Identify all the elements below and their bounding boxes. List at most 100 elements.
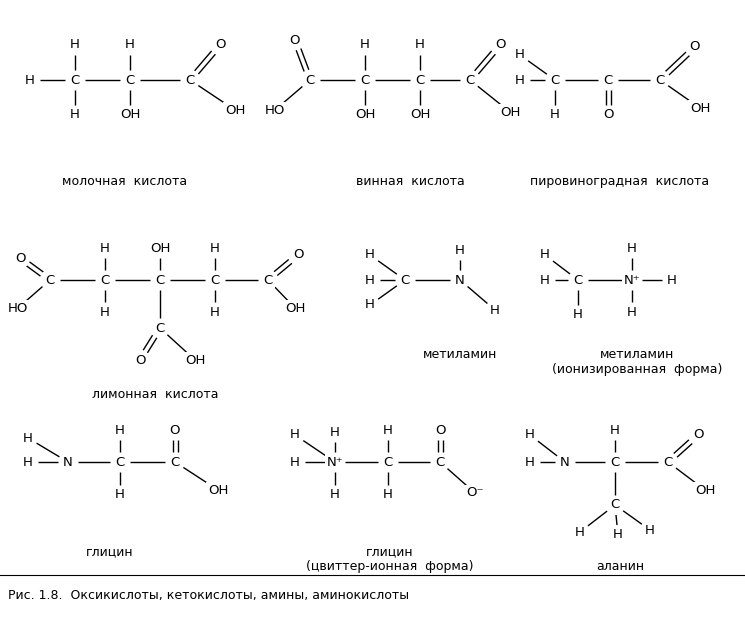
Text: H: H — [490, 303, 500, 316]
Text: H: H — [383, 489, 393, 502]
Text: H: H — [415, 39, 425, 52]
Text: H: H — [645, 524, 655, 537]
Text: глицин: глицин — [86, 545, 134, 558]
Text: H: H — [125, 39, 135, 52]
Text: C: C — [663, 456, 673, 469]
Text: C: C — [210, 273, 220, 286]
Text: H: H — [115, 489, 125, 502]
Text: O: O — [603, 109, 613, 122]
Text: C: C — [551, 74, 559, 87]
Text: C: C — [416, 74, 425, 87]
Text: OH: OH — [355, 109, 375, 122]
Text: HO: HO — [7, 301, 28, 314]
Text: H: H — [70, 109, 80, 122]
Text: H: H — [365, 273, 375, 286]
Text: OH: OH — [150, 241, 170, 255]
Text: O: O — [693, 429, 703, 442]
Text: метиламин: метиламин — [423, 348, 497, 361]
Text: H: H — [70, 39, 80, 52]
Text: O: O — [435, 424, 446, 437]
Text: C: C — [656, 74, 665, 87]
Text: аланин: аланин — [596, 560, 644, 573]
Text: OH: OH — [690, 102, 710, 114]
Text: H: H — [525, 456, 535, 469]
Text: C: C — [70, 74, 80, 87]
Text: N⁺: N⁺ — [624, 273, 640, 286]
Text: H: H — [515, 49, 525, 62]
Text: N⁺: N⁺ — [327, 456, 343, 469]
Text: C: C — [156, 273, 165, 286]
Text: H: H — [550, 109, 560, 122]
Text: O: O — [690, 41, 700, 54]
Text: H: H — [330, 426, 340, 439]
Text: метиламин
(ионизированная  форма): метиламин (ионизированная форма) — [552, 348, 722, 376]
Text: H: H — [100, 241, 110, 255]
Text: H: H — [613, 529, 623, 542]
Text: O: O — [293, 248, 303, 261]
Text: H: H — [115, 424, 125, 437]
Text: Рис. 1.8.  Оксикислоты, кетокислоты, амины, аминокислоты: Рис. 1.8. Оксикислоты, кетокислоты, амин… — [8, 588, 409, 602]
Text: H: H — [210, 306, 220, 318]
Text: H: H — [290, 429, 300, 442]
Text: C: C — [384, 456, 393, 469]
Text: OH: OH — [695, 484, 715, 497]
Text: OH: OH — [225, 104, 245, 117]
Text: H: H — [627, 306, 637, 318]
Text: H: H — [290, 456, 300, 469]
Text: H: H — [100, 306, 110, 318]
Text: C: C — [125, 74, 135, 87]
Text: OH: OH — [185, 354, 205, 366]
Text: H: H — [540, 273, 550, 286]
Text: N: N — [560, 456, 570, 469]
Text: молочная  кислота: молочная кислота — [63, 175, 188, 188]
Text: C: C — [186, 74, 194, 87]
Text: O: O — [495, 39, 505, 52]
Text: HO: HO — [264, 104, 285, 117]
Text: C: C — [45, 273, 54, 286]
Text: H: H — [610, 424, 620, 437]
Text: C: C — [264, 273, 273, 286]
Text: C: C — [361, 74, 370, 87]
Text: H: H — [365, 248, 375, 261]
Text: H: H — [25, 74, 35, 87]
Text: винная  кислота: винная кислота — [355, 175, 464, 188]
Text: H: H — [575, 525, 585, 539]
Text: H: H — [573, 308, 583, 321]
Text: H: H — [627, 241, 637, 255]
Text: C: C — [610, 456, 620, 469]
Text: O⁻: O⁻ — [466, 487, 484, 499]
Text: N: N — [455, 273, 465, 286]
Text: H: H — [365, 298, 375, 311]
Text: H: H — [525, 429, 535, 442]
Text: C: C — [610, 499, 620, 512]
Text: C: C — [305, 74, 314, 87]
Text: O: O — [215, 39, 225, 52]
Text: OH: OH — [410, 109, 430, 122]
Text: пировиноградная  кислота: пировиноградная кислота — [530, 175, 709, 188]
Text: H: H — [667, 273, 677, 286]
Text: O: O — [290, 34, 300, 47]
Text: C: C — [435, 456, 445, 469]
Text: H: H — [23, 456, 33, 469]
Text: C: C — [574, 273, 583, 286]
Text: OH: OH — [285, 301, 305, 314]
Text: C: C — [603, 74, 612, 87]
Text: H: H — [210, 241, 220, 255]
Text: H: H — [23, 432, 33, 444]
Text: лимонная  кислота: лимонная кислота — [92, 388, 218, 401]
Text: O: O — [135, 354, 145, 366]
Text: C: C — [466, 74, 475, 87]
Text: H: H — [515, 74, 525, 87]
Text: C: C — [171, 456, 180, 469]
Text: H: H — [540, 248, 550, 261]
Text: O: O — [170, 424, 180, 437]
Text: C: C — [156, 321, 165, 334]
Text: N: N — [63, 456, 73, 469]
Text: OH: OH — [500, 105, 520, 119]
Text: OH: OH — [208, 484, 228, 497]
Text: C: C — [400, 273, 410, 286]
Text: O: O — [15, 251, 25, 265]
Text: C: C — [101, 273, 110, 286]
Text: OH: OH — [120, 109, 140, 122]
Text: C: C — [115, 456, 124, 469]
